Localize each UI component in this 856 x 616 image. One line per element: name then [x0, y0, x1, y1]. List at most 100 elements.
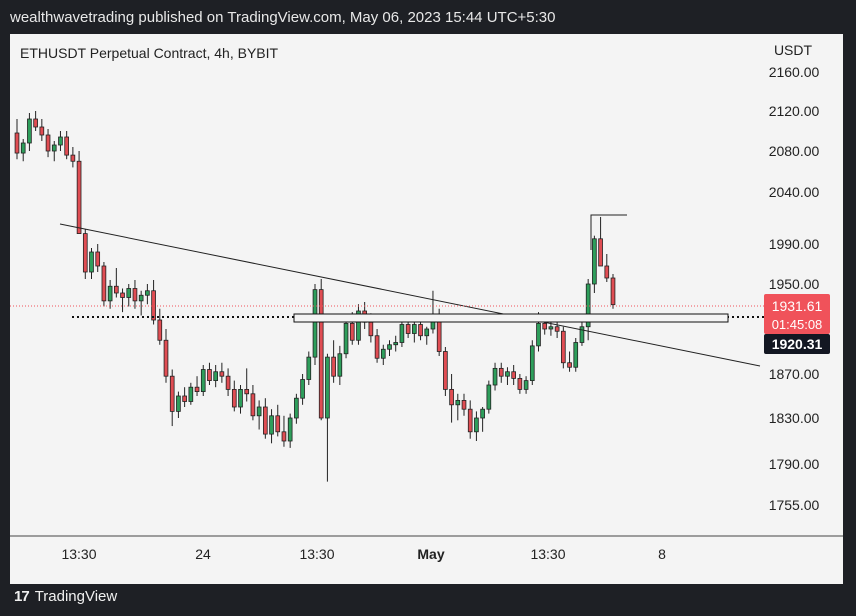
- candle: [256, 400, 262, 430]
- y-tick-label: 2160.00: [769, 64, 820, 80]
- candle: [14, 119, 20, 160]
- candle: [244, 368, 250, 402]
- candle: [337, 345, 343, 385]
- candle: [300, 374, 305, 405]
- candle: [517, 374, 523, 394]
- currency-label: USDT: [774, 42, 813, 58]
- candle: [225, 368, 231, 396]
- candle: [107, 280, 113, 309]
- candle: [331, 340, 336, 383]
- candle: [393, 335, 399, 352]
- tradingview-footer: 17 TradingView: [14, 586, 117, 606]
- y-tick-label: 1830.00: [769, 410, 820, 426]
- candle: [263, 398, 268, 439]
- support-zone-box[interactable]: [293, 313, 729, 323]
- candle: [567, 351, 572, 372]
- candle: [176, 391, 181, 418]
- level-price-value: 1920.31: [772, 336, 823, 352]
- candle: [145, 284, 150, 305]
- candle: [604, 254, 610, 282]
- candle: [207, 362, 212, 385]
- candle: [132, 280, 138, 309]
- candle: [523, 376, 529, 394]
- x-tick-label: 13:30: [299, 546, 334, 562]
- descending-trendline[interactable]: [59, 223, 761, 367]
- candle: [306, 351, 312, 385]
- candle: [219, 362, 225, 383]
- candle: [461, 393, 467, 416]
- candle: [269, 409, 274, 444]
- candle: [27, 113, 32, 151]
- candle: [380, 344, 386, 365]
- y-tick-label: 1790.00: [769, 456, 820, 472]
- candle: [505, 367, 510, 385]
- y-tick-label: 1950.00: [769, 276, 820, 292]
- y-tick-label: 2040.00: [769, 184, 820, 200]
- x-tick-label: 13:30: [61, 546, 96, 562]
- candle: [511, 365, 516, 385]
- candle: [387, 340, 392, 356]
- y-tick-label: 1990.00: [769, 236, 820, 252]
- candle: [33, 111, 38, 131]
- candle: [120, 288, 125, 313]
- candle: [449, 374, 454, 423]
- chart-panel[interactable]: ETHUSDT Perpetual Contract, 4h, BYBIT US…: [10, 34, 843, 584]
- candle: [585, 279, 591, 341]
- candle: [114, 268, 119, 298]
- published-caption: wealthwavetrading published on TradingVi…: [10, 9, 556, 26]
- y-tick-label: 1870.00: [769, 366, 820, 382]
- candle: [294, 393, 299, 424]
- candle: [573, 338, 579, 372]
- candle: [89, 248, 94, 279]
- candle: [45, 129, 51, 158]
- x-tick-label: 13:30: [530, 546, 565, 562]
- candle: [275, 404, 281, 437]
- candle: [82, 229, 88, 279]
- candle: [610, 274, 616, 309]
- candle: [101, 262, 107, 307]
- candle: [318, 279, 324, 421]
- candle: [418, 320, 423, 341]
- candle: [157, 308, 163, 345]
- candle: [480, 407, 485, 432]
- candle: [474, 411, 479, 441]
- candle: [182, 387, 187, 407]
- x-tick-label: May: [417, 546, 444, 562]
- candle: [343, 315, 349, 359]
- x-tick-label: 8: [658, 546, 666, 562]
- candle: [250, 385, 256, 421]
- candle: [64, 131, 69, 160]
- candle: [579, 320, 585, 346]
- candle: [194, 376, 200, 396]
- candle: [95, 244, 101, 272]
- candle: [200, 365, 206, 396]
- x-tick-label: 24: [195, 546, 211, 562]
- candle: [325, 353, 330, 482]
- candle: [163, 329, 169, 383]
- current-price-badge: 1931.61 01:45:08: [764, 294, 830, 334]
- candle: [238, 385, 243, 414]
- candle: [20, 139, 26, 162]
- y-tick-label: 1755.00: [769, 497, 820, 513]
- candlestick-chart[interactable]: ETHUSDT Perpetual Contract, 4h, BYBIT US…: [10, 34, 843, 584]
- candle: [467, 400, 473, 439]
- level-price-badge: 1920.31: [764, 334, 830, 354]
- candle: [561, 326, 566, 369]
- candle: [498, 362, 504, 383]
- candle: [548, 320, 554, 336]
- candle: [213, 365, 218, 388]
- candle: [188, 382, 194, 405]
- candle: [430, 290, 436, 334]
- candle: [399, 320, 405, 347]
- current-price-value: 1931.61: [772, 298, 823, 314]
- candle: [312, 284, 318, 365]
- high-marker: [590, 214, 627, 250]
- candle: [231, 380, 237, 412]
- candle: [598, 216, 603, 267]
- y-tick-label: 2080.00: [769, 143, 820, 159]
- candle: [58, 131, 63, 151]
- candle: [356, 304, 361, 345]
- tradingview-brand: TradingView: [34, 587, 118, 605]
- candle: [138, 290, 144, 316]
- candle: [51, 141, 57, 162]
